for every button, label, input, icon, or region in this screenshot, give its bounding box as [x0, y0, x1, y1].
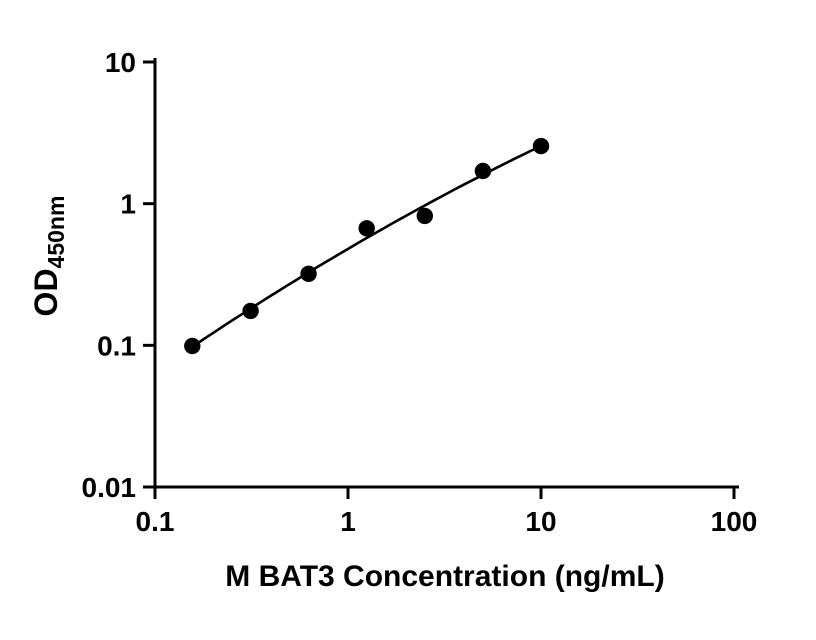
data-point [242, 302, 259, 320]
y-tick-label: 0.1 [97, 330, 136, 361]
data-point [474, 162, 492, 180]
data-point [300, 265, 317, 282]
x-tick-label: 10 [525, 506, 556, 537]
y-axis-title: OD450nm [25, 106, 69, 406]
y-axis-title-subscript: 450nm [43, 195, 69, 269]
y-tick-label: 1 [120, 189, 136, 220]
data-point [532, 137, 550, 155]
x-axis-title: M BAT3 Concentration (ng/mL) [225, 560, 665, 593]
y-tick-label: 0.01 [82, 472, 137, 503]
x-tick-label: 0.1 [136, 506, 175, 537]
x-tick-label: 1 [340, 506, 356, 537]
y-axis-title-main: OD [28, 268, 64, 317]
data-point [416, 207, 433, 225]
data-point [184, 337, 201, 355]
y-tick-label: 10 [105, 47, 136, 78]
data-point [358, 220, 375, 237]
x-tick-label: 100 [711, 506, 758, 537]
